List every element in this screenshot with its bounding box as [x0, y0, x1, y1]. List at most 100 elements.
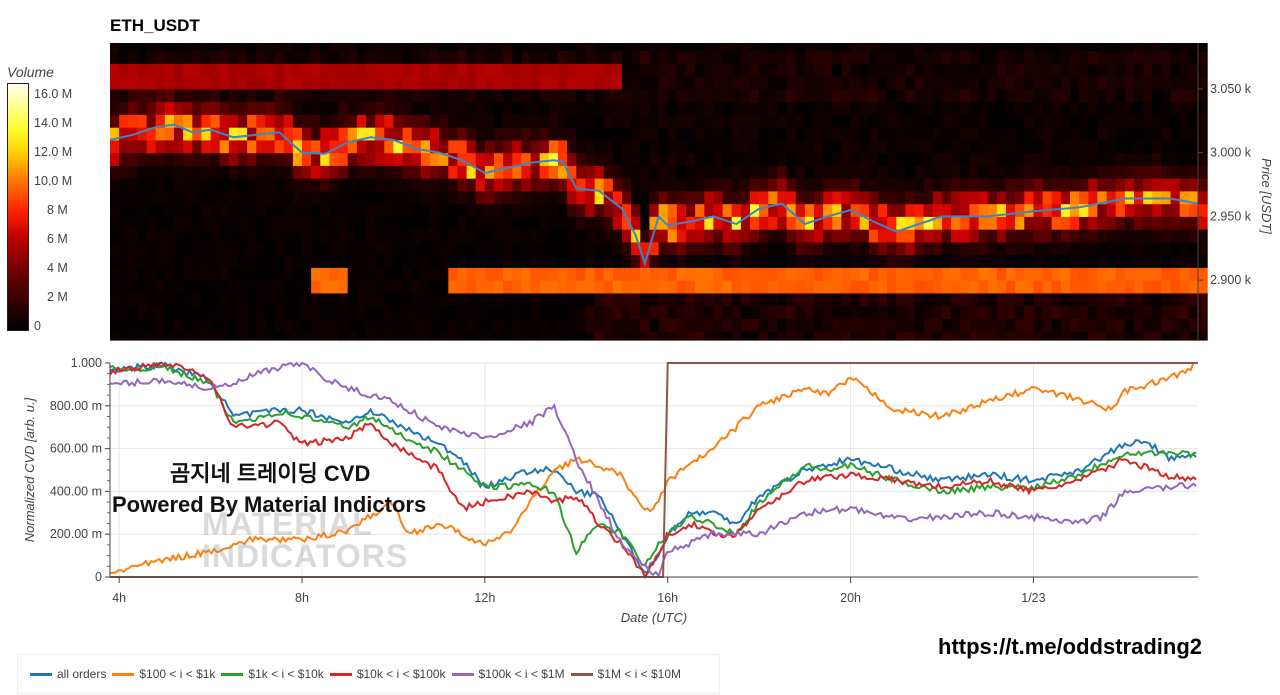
heatmap-cell — [640, 305, 650, 319]
heatmap-cell — [521, 267, 532, 281]
heatmap-cell — [283, 178, 294, 192]
heatmap-cell — [1161, 101, 1172, 115]
heatmap-cell — [402, 190, 413, 205]
heatmap-cell — [302, 88, 312, 103]
heatmap-cell — [356, 254, 367, 268]
heatmap-cell — [667, 178, 678, 192]
legend-item[interactable]: $1k < i < $10k — [221, 667, 324, 681]
legend-item[interactable]: $100k < i < $1M — [451, 667, 565, 681]
heatmap-cell — [649, 203, 660, 217]
heatmap-cell — [137, 318, 148, 332]
telegram-link[interactable]: https://t.me/oddstrading2 — [938, 634, 1202, 659]
heatmap-cell — [1024, 229, 1034, 243]
heatmap-cell — [347, 43, 358, 52]
heatmap-cell — [512, 127, 522, 141]
legend-item[interactable]: all orders — [30, 667, 106, 681]
heatmap-cell — [164, 254, 175, 268]
heatmap-cell — [1198, 241, 1208, 256]
heatmap-cell — [219, 280, 230, 294]
heatmap-cell — [951, 318, 961, 332]
heatmap-cell — [832, 152, 842, 166]
heatmap-cell — [201, 254, 212, 268]
heatmap-cell — [878, 88, 888, 103]
heatmap-cell — [695, 280, 705, 294]
heatmap-cell — [786, 50, 797, 64]
heatmap-cell — [740, 43, 751, 52]
heatmap-cell — [219, 190, 230, 205]
heatmap-cell — [210, 114, 221, 128]
heatmap-cell — [512, 203, 522, 217]
heatmap-cell — [1033, 305, 1044, 319]
heatmap-cell — [128, 63, 138, 77]
legend-item[interactable]: $100 < i < $1k — [112, 667, 215, 681]
heatmap-cell — [174, 165, 184, 179]
heatmap-cell — [603, 50, 614, 64]
heatmap-cell — [530, 76, 541, 90]
heatmap-cell — [1198, 216, 1208, 230]
heatmap-cell — [1115, 216, 1126, 230]
legend-item[interactable]: $1M < i < $10M — [570, 667, 681, 681]
heatmap-cell — [155, 114, 166, 128]
heatmap-cell — [896, 292, 906, 307]
heatmap-cell — [823, 241, 833, 256]
heatmap-cell — [356, 267, 367, 281]
heatmap-cell — [887, 101, 897, 115]
heatmap-cell — [484, 318, 495, 332]
heatmap-cell — [804, 229, 815, 243]
heatmap-cell — [1179, 76, 1190, 90]
heatmap-cell — [740, 114, 751, 128]
heatmap-cell — [320, 280, 330, 294]
heatmap-cell — [539, 178, 550, 192]
heatmap-cell — [320, 318, 330, 332]
heatmap-cell — [265, 165, 276, 179]
heatmap-cell — [174, 152, 184, 166]
heatmap-cell — [1015, 139, 1025, 154]
heatmap-cell — [448, 267, 458, 281]
x-axis-title: Date (UTC) — [621, 610, 687, 625]
heatmap-cell — [448, 178, 458, 192]
heatmap-cell — [439, 114, 449, 128]
heatmap-cell — [1079, 114, 1089, 128]
heatmap-cell — [850, 241, 861, 256]
heatmap-cell — [466, 305, 477, 319]
heatmap-cell — [448, 292, 458, 307]
heatmap-cell — [137, 305, 148, 319]
heatmap-cell — [219, 216, 230, 230]
heatmap-cell — [576, 50, 586, 64]
heatmap-cell — [539, 331, 550, 341]
heatmap-cell — [786, 305, 797, 319]
heatmap-cell — [119, 229, 129, 243]
heatmap-cell — [859, 190, 870, 205]
heatmap-cell — [219, 318, 230, 332]
heatmap-cell — [978, 139, 989, 154]
heatmap-cell — [146, 114, 157, 128]
heatmap-cell — [841, 216, 852, 230]
heatmap-cell — [110, 50, 120, 64]
heatmap-cell — [896, 63, 906, 77]
heatmap-cell — [695, 165, 705, 179]
heatmap-cell — [850, 101, 861, 115]
heatmap-cell — [210, 318, 221, 332]
heatmap-cell — [1079, 88, 1089, 103]
heatmap-cell — [1170, 241, 1181, 256]
heatmap-cell — [1170, 152, 1181, 166]
heatmap-cell — [183, 267, 193, 281]
heatmap-cell — [1106, 127, 1117, 141]
heatmap-cell — [658, 280, 669, 294]
heatmap-cell — [567, 241, 577, 256]
heatmap-cell — [521, 280, 532, 294]
heatmap-cell — [530, 139, 541, 154]
heatmap-cell — [530, 152, 541, 166]
heatmap-cell — [722, 165, 733, 179]
legend-item[interactable]: $10k < i < $100k — [329, 667, 446, 681]
heatmap-cell — [841, 101, 852, 115]
heatmap-cell — [1115, 292, 1126, 307]
heatmap-cell — [512, 114, 522, 128]
heatmap-cell — [750, 280, 760, 294]
heatmap-cell — [384, 76, 394, 90]
heatmap-cell — [878, 76, 888, 90]
colorbar-tick-label: 10.0 M — [34, 174, 73, 188]
heatmap-cell — [1006, 292, 1016, 307]
heatmap-cell — [1088, 88, 1098, 103]
